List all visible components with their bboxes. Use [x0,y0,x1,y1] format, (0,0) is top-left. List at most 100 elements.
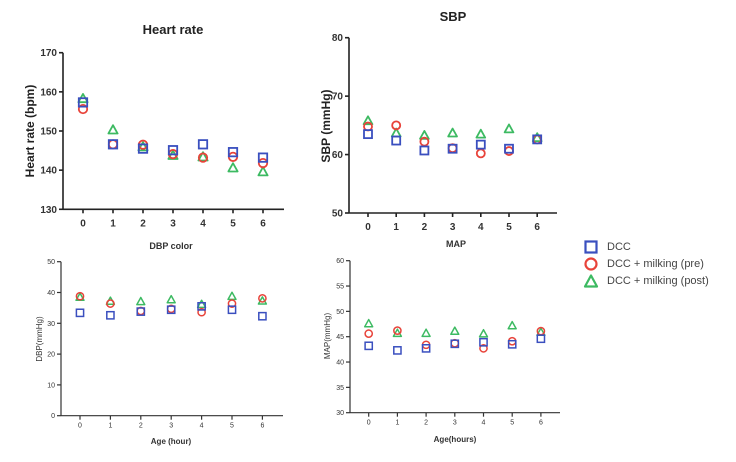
legend-item-milking-pre: DCC + milking (pre) [583,255,709,272]
data-point-milking-post [363,318,374,328]
data-point-milking-post [227,162,239,173]
circle-marker-icon [584,256,598,271]
y-tick-label: 140 [40,166,57,177]
y-ticks: 0 10 20 30 40 50 [47,259,61,420]
y-ticks: 50 60 70 80 [332,33,349,220]
data-point-milking-pre [77,103,89,115]
data-point-milking-pre [257,158,269,169]
data-point-dcc [421,344,431,353]
data-point-milking-post [362,115,374,126]
data-point-milking-post [392,328,403,338]
y-tick-label: 70 [332,92,344,103]
data-point-dcc [107,139,119,150]
x-tick-label: 0 [80,218,86,229]
data-point-dcc [507,339,517,349]
x-tick-label: 1 [393,222,399,233]
data-point-dcc [227,305,237,315]
data-point-milking-post [107,124,119,135]
data-point-dcc [475,139,486,150]
x-tick-label: 1 [110,218,116,229]
data-point-milking-pre [479,344,488,353]
data-points [362,115,543,159]
x-tick-label: 3 [450,222,456,233]
data-point-dcc [504,143,514,154]
y-tick-label: 0 [51,413,55,420]
data-point-dcc [419,145,430,156]
y-tick-label: 40 [336,360,344,367]
chart-title: DBP color [149,241,193,251]
data-point-milking-pre [227,299,237,308]
legend-label: DCC + milking (post) [607,274,709,287]
data-point-dcc [197,139,209,150]
y-axis-label: SBP (mmHg) [319,89,333,162]
data-point-milking-pre [475,148,486,159]
y-tick-label: 50 [47,259,55,266]
chart-title: SBP [440,9,467,24]
data-point-dcc [136,307,146,316]
data-point-milking-pre [106,299,115,308]
y-tick-label: 30 [47,321,55,328]
x-tick-label: 3 [169,423,173,430]
data-point-dcc [257,152,269,163]
y-tick-label: 150 [40,127,57,138]
legend-item-dcc: DCC [583,238,709,255]
x-tick-label: 5 [230,218,236,229]
data-point-milking-post [196,299,207,309]
data-point-milking-post [257,296,268,305]
x-tick-label: 4 [200,218,206,229]
data-point-dcc [77,97,89,108]
data-point-milking-pre [504,146,514,156]
legend-label: DCC + milking (pre) [607,257,704,270]
data-point-dcc [450,339,460,349]
data-point-milking-post [166,294,176,304]
data-point-dcc [363,129,373,140]
x-tick-label: 0 [367,420,371,427]
data-point-dcc [106,310,115,320]
x-tick-label: 6 [539,420,543,427]
x-tick-label: 5 [506,222,512,233]
x-tick-label: 1 [395,420,399,427]
data-point-dcc [391,135,402,146]
y-tick-label: 50 [332,209,344,220]
data-point-milking-post [531,132,543,143]
x-axis-label: Age(hours) [434,435,477,444]
data-point-dcc [258,311,267,321]
square-marker-icon [584,239,598,254]
data-point-milking-pre [75,291,85,301]
data-point-milking-post [137,141,149,152]
x-ticks: 0 1 2 3 4 5 6 [365,213,540,233]
y-ticks: 30 35 40 45 50 55 60 [336,258,350,417]
data-point-milking-post [478,328,489,338]
y-tick-label: 20 [47,352,55,359]
data-point-milking-post [507,320,517,330]
data-point-dcc [197,302,206,311]
y-tick-label: 80 [332,33,344,44]
x-tick-label: 0 [365,222,371,233]
data-point-dcc [166,305,176,315]
x-tick-label: 2 [139,423,143,430]
x-tick-label: 5 [230,423,234,430]
y-tick-label: 40 [47,290,55,297]
x-ticks: 0 1 2 3 4 5 6 [78,415,264,430]
data-point-milking-post [503,123,515,134]
data-point-dcc [364,341,374,351]
data-points [77,92,269,177]
y-tick-label: 50 [336,309,344,316]
x-tick-label: 4 [482,420,486,427]
data-point-dcc [536,334,546,344]
data-point-dcc [167,145,179,156]
data-point-dcc [227,147,239,158]
legend: DCC DCC + milking (pre) DCC + milking (p… [583,238,709,289]
data-point-dcc [532,134,543,145]
y-axis-label: DBP(mmHg) [35,316,44,362]
x-tick-label: 0 [78,423,82,430]
data-point-dcc [479,337,488,347]
y-tick-label: 60 [332,150,344,161]
x-tick-label: 2 [424,420,428,427]
data-point-milking-pre [364,329,374,339]
x-tick-label: 3 [453,420,457,427]
data-point-milking-post [421,328,431,338]
legend-item-milking-post: DCC + milking (post) [583,272,709,289]
y-tick-label: 55 [336,284,344,291]
